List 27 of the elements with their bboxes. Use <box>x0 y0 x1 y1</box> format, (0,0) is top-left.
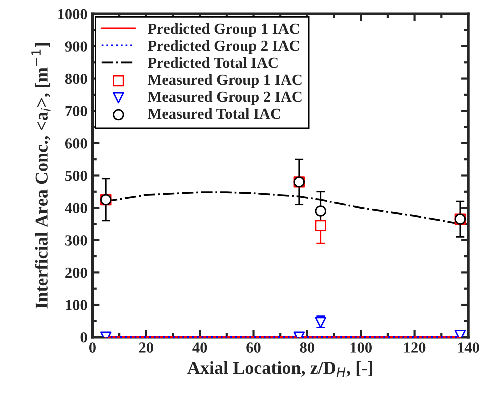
y-tick-label: 900 <box>65 42 88 52</box>
x-tick-label: 100 <box>350 342 372 353</box>
legend-label: Measured Group 1 IAC <box>148 74 302 88</box>
x-tick-label: 80 <box>300 342 314 353</box>
legend-label: Predicted Group 1 IAC <box>148 23 300 38</box>
y-tick-label: 400 <box>65 203 88 214</box>
y-axis-title: Interficial Area Conc., <a$_{i}$>, [m$^{−1}$] <box>32 44 51 309</box>
x-tick-label: 40 <box>192 342 208 353</box>
y-tick-label: 600 <box>65 138 88 149</box>
y-tick-label: 0 <box>80 332 88 343</box>
x-tick-label: 20 <box>139 342 154 353</box>
legend-label: Measured Total IAC <box>148 108 280 120</box>
y-tick-label: 300 <box>66 236 88 246</box>
x-tick-label: 140 <box>458 342 480 353</box>
x-tick-label: 120 <box>404 342 426 353</box>
x-axis-title: Axial Location, z/D$_{H}$, [-] <box>188 362 372 377</box>
x-tick-label: 60 <box>246 342 261 353</box>
legend-label: Predicted Group 2 IAC <box>148 40 300 54</box>
legend-label: Predicted Total IAC <box>148 57 278 68</box>
y-tick-label: 100 <box>66 300 88 310</box>
y-tick-label: 500 <box>66 170 88 182</box>
y-tick-label: 700 <box>66 106 88 117</box>
x-tick-label: 0 <box>89 342 96 353</box>
y-tick-label: 800 <box>65 74 88 84</box>
y-tick-label: 1000 <box>58 9 88 20</box>
legend-label: Measured Group 2 IAC <box>148 91 302 106</box>
y-tick-label: 200 <box>66 268 88 278</box>
